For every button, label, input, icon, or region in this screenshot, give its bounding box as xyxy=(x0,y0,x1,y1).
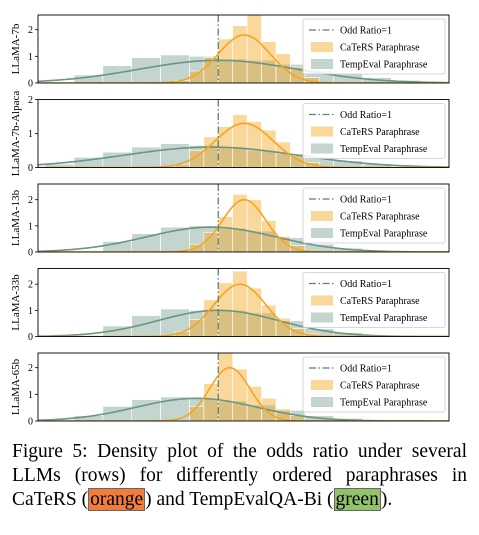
panel-4-legend-label-2: CaTeRS Paraphrase xyxy=(340,296,420,307)
panel-1-green-kde-line xyxy=(38,59,449,83)
panel-1-orange-bar-5 xyxy=(232,25,248,83)
panel-5-ytick-label-0: 0 xyxy=(28,417,33,428)
panel-5-legend-label-3: TempEval Paraphrase xyxy=(340,398,428,409)
panel-1-legend-green-swatch xyxy=(311,59,333,69)
panel-4-ytick-label-1: 1 xyxy=(28,306,33,317)
panel-4-orange-bar-7 xyxy=(261,304,277,337)
panel-3-legend-orange-swatch xyxy=(311,211,333,221)
panel-5-legend-box xyxy=(302,356,446,413)
panel-3-legend-label-1: Odd Ratio=1 xyxy=(340,195,392,206)
panel-1-legend-label-2: CaTeRS Paraphrase xyxy=(340,43,420,54)
caption-orange-highlight: orange xyxy=(88,488,146,511)
panel-1-ylabel: LLaMA-7b xyxy=(10,23,22,74)
panel-2-green-kde-line xyxy=(38,146,449,168)
caption-text-start: Figure 5: Density plot of the odds ratio… xyxy=(12,441,467,510)
panel-2-ylabel: LLaMA-7b-Alpaca xyxy=(10,91,22,177)
panel-5-orange-bar-1 xyxy=(189,406,205,421)
density-figure: 0 1 2 LLaMA-7b Odd Ratio=1 CaTeRS Paraphrase T… xyxy=(10,14,450,428)
panel-2-ytick-label-0: 0 xyxy=(28,163,33,174)
panel-3-legend-green-swatch xyxy=(311,228,333,238)
panel-3-green-kde-line xyxy=(38,226,449,252)
panel-1-legend-box xyxy=(302,18,446,75)
panel-4-legend-green-swatch xyxy=(311,312,333,323)
panel-5-orange-bar-4 xyxy=(232,368,248,421)
panel-1-legend-label-3: TempEval Paraphrase xyxy=(340,60,428,71)
panel-4-ytick-label-2: 2 xyxy=(28,280,33,291)
panel-3-orange-bar-3 xyxy=(217,216,233,252)
panel-1-orange-kde-line xyxy=(38,34,449,83)
panel-5-ytick-label-2: 2 xyxy=(28,363,33,374)
panel-4-legend-label-1: Odd Ratio=1 xyxy=(340,279,392,290)
panel-2-orange-bar-3 xyxy=(203,136,219,168)
panel-2-ytick-label-2: 2 xyxy=(28,95,33,106)
panel-1-ytick-label-2: 2 xyxy=(28,25,33,36)
panel-4-orange-kde-line xyxy=(38,283,449,337)
panel-5-plot-group xyxy=(38,353,449,421)
panel-3-orange-bar-4 xyxy=(232,194,248,252)
panel-4-legend-box xyxy=(302,272,446,328)
panel-4-plot-group xyxy=(38,268,449,337)
caption-green-highlight: green xyxy=(333,488,381,511)
panel-1-orange-bar-6 xyxy=(246,15,262,83)
caption-text-end: ). xyxy=(380,489,393,510)
panel-3-plot-group xyxy=(38,184,449,252)
panel-5-orange-kde-line xyxy=(38,366,449,421)
panel-1-legend-label-1: Odd Ratio=1 xyxy=(340,26,392,37)
panel-4-ylabel: LLaMA-33b xyxy=(10,274,22,331)
panel-1-green-bar-4 xyxy=(160,54,190,83)
panel-3-ytick-label-0: 0 xyxy=(28,248,33,259)
panel-4-ytick-label-0: 0 xyxy=(28,332,33,343)
panel-4-legend-orange-swatch xyxy=(311,295,333,306)
panel-5-legend-label-2: CaTeRS Paraphrase xyxy=(340,381,420,392)
panel-5-frame xyxy=(37,352,450,422)
panel-3-legend-label-3: TempEval Paraphrase xyxy=(340,229,428,240)
panel-1-legend-orange-swatch xyxy=(311,42,333,52)
panel-5-orange-bar-2 xyxy=(203,383,219,421)
panel-4-legend-label-3: TempEval Paraphrase xyxy=(340,313,428,324)
panel-3-ylabel: LLaMA-13b xyxy=(10,189,22,246)
panel-2-orange-kde-line xyxy=(38,122,449,168)
panel-3-orange-kde-line xyxy=(38,198,449,252)
panel-1-plot-group xyxy=(38,15,449,83)
panel-4-orange-bar-3 xyxy=(203,299,219,337)
panel-2-plot-group xyxy=(38,99,449,168)
panel-4-frame xyxy=(37,268,450,337)
panel-3-legend-label-2: CaTeRS Paraphrase xyxy=(340,212,420,223)
panel-3-orange-bar-5 xyxy=(246,199,262,252)
panel-4-orange-bar-6 xyxy=(246,287,262,337)
panel-5-legend-label-1: Odd Ratio=1 xyxy=(340,364,392,375)
panel-1-ytick-label-1: 1 xyxy=(28,52,33,63)
panel-2-legend-label-1: Odd Ratio=1 xyxy=(340,110,392,121)
panel-4-orange-bar-5 xyxy=(232,270,248,337)
panel-2-legend-orange-swatch xyxy=(311,126,333,137)
figure-caption: Figure 5: Density plot of the odds ratio… xyxy=(12,440,467,512)
panel-5-legend-orange-swatch xyxy=(311,380,333,390)
panel-5-ylabel: LLaMA-65b xyxy=(10,358,22,415)
panel-1-ytick-label-0: 0 xyxy=(28,79,33,90)
panel-2-ytick-label-1: 1 xyxy=(28,129,33,140)
panel-2-legend-box xyxy=(302,103,446,159)
panel-3-frame xyxy=(37,183,450,253)
caption-text-middle: ) and TempEvalQA-Bi ( xyxy=(145,489,334,510)
panel-3-ytick-label-1: 1 xyxy=(28,221,33,232)
panel-3-legend-box xyxy=(302,187,446,244)
panel-2-legend-green-swatch xyxy=(311,143,333,154)
panel-5-ytick-label-1: 1 xyxy=(28,390,33,401)
panel-3-ytick-label-2: 2 xyxy=(28,195,33,206)
panel-5-legend-green-swatch xyxy=(311,397,333,407)
panel-5-orange-bar-3 xyxy=(217,353,233,421)
panel-2-legend-label-2: CaTeRS Paraphrase xyxy=(340,127,420,138)
panel-2-legend-label-3: TempEval Paraphrase xyxy=(340,144,428,155)
panel-1-frame xyxy=(37,14,450,84)
